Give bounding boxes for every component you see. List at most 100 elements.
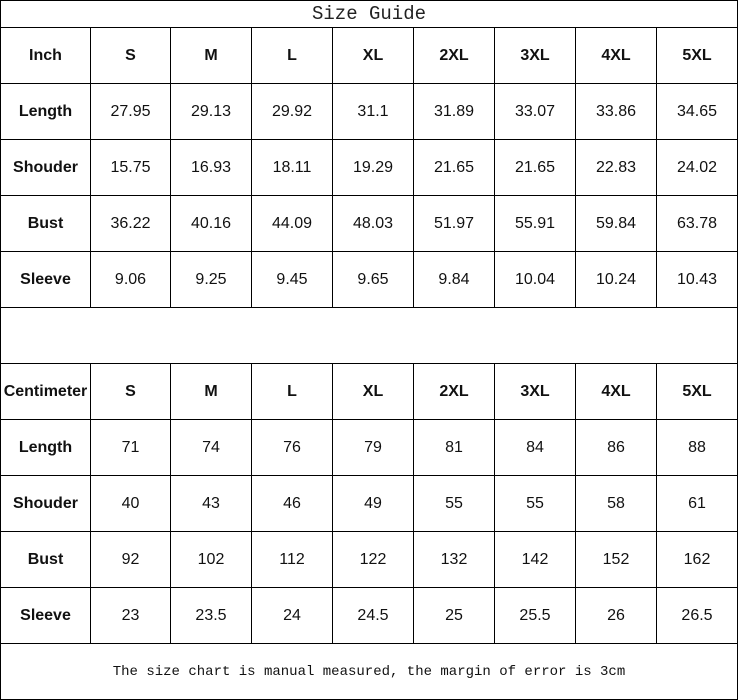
size-header: S	[90, 363, 171, 420]
measurement-label: Bust	[0, 531, 91, 588]
table-row: Sleeve 23 23.5 24 24.5 25 25.5 26 26.5	[0, 587, 738, 644]
spacer-row	[0, 307, 738, 364]
size-header: 2XL	[413, 27, 495, 84]
measurement-value: 84	[494, 419, 576, 476]
size-header: S	[90, 27, 171, 84]
measurement-value: 40	[90, 475, 171, 532]
table-row: Length 71 74 76 79 81 84 86 88	[0, 419, 738, 476]
measurement-value: 33.86	[575, 83, 657, 140]
measurement-value: 27.95	[90, 83, 171, 140]
measurement-value: 79	[332, 419, 414, 476]
inch-header-row: Inch S M L XL 2XL 3XL 4XL 5XL	[0, 27, 738, 84]
table-row: Length 27.95 29.13 29.92 31.1 31.89 33.07 33.86…	[0, 83, 738, 140]
measurement-value: 51.97	[413, 195, 495, 252]
unit-label: Centimeter	[0, 363, 91, 420]
size-header: M	[170, 27, 252, 84]
size-header: L	[251, 363, 333, 420]
measurement-value: 9.45	[251, 251, 333, 308]
measurement-value: 29.92	[251, 83, 333, 140]
measurement-value: 9.06	[90, 251, 171, 308]
measurement-value: 132	[413, 531, 495, 588]
size-header: 5XL	[656, 363, 738, 420]
measurement-value: 74	[170, 419, 252, 476]
measurement-value: 9.65	[332, 251, 414, 308]
measurement-value: 31.1	[332, 83, 414, 140]
measurement-value: 10.43	[656, 251, 738, 308]
measurement-label: Sleeve	[0, 251, 91, 308]
measurement-label: Length	[0, 83, 91, 140]
measurement-value: 24.5	[332, 587, 414, 644]
measurement-label: Shouder	[0, 139, 91, 196]
table-row: Bust 92 102 112 122 132 142 152 162	[0, 531, 738, 588]
measurement-value: 142	[494, 531, 576, 588]
measurement-value: 22.83	[575, 139, 657, 196]
measurement-value: 76	[251, 419, 333, 476]
size-header: 4XL	[575, 27, 657, 84]
measurement-value: 19.29	[332, 139, 414, 196]
measurement-value: 58	[575, 475, 657, 532]
measurement-value: 26.5	[656, 587, 738, 644]
table-row: Shouder 40 43 46 49 55 55 58 61	[0, 475, 738, 532]
size-header: XL	[332, 363, 414, 420]
measurement-value: 9.84	[413, 251, 495, 308]
measurement-value: 34.65	[656, 83, 738, 140]
measurement-value: 112	[251, 531, 333, 588]
measurement-label: Bust	[0, 195, 91, 252]
measurement-value: 152	[575, 531, 657, 588]
measurement-value: 46	[251, 475, 333, 532]
measurement-value: 25	[413, 587, 495, 644]
measurement-value: 43	[170, 475, 252, 532]
measurement-note: The size chart is manual measured, the m…	[0, 643, 738, 700]
measurement-value: 102	[170, 531, 252, 588]
measurement-label: Length	[0, 419, 91, 476]
measurement-value: 49	[332, 475, 414, 532]
size-header: 3XL	[494, 363, 576, 420]
measurement-value: 162	[656, 531, 738, 588]
measurement-value: 10.04	[494, 251, 576, 308]
measurement-value: 48.03	[332, 195, 414, 252]
measurement-value: 44.09	[251, 195, 333, 252]
measurement-value: 21.65	[494, 139, 576, 196]
table-row: Bust 36.22 40.16 44.09 48.03 51.97 55.91 59.84 6…	[0, 195, 738, 252]
unit-label: Inch	[0, 27, 91, 84]
measurement-value: 9.25	[170, 251, 252, 308]
measurement-value: 122	[332, 531, 414, 588]
measurement-value: 23.5	[170, 587, 252, 644]
measurement-value: 15.75	[90, 139, 171, 196]
size-header: 3XL	[494, 27, 576, 84]
measurement-value: 63.78	[656, 195, 738, 252]
table-title: Size Guide	[0, 0, 738, 28]
measurement-value: 23	[90, 587, 171, 644]
measurement-value: 18.11	[251, 139, 333, 196]
measurement-label: Sleeve	[0, 587, 91, 644]
cm-header-row: Centimeter S M L XL 2XL 3XL 4XL 5XL	[0, 363, 738, 420]
note-row: The size chart is manual measured, the m…	[0, 643, 738, 700]
measurement-value: 29.13	[170, 83, 252, 140]
measurement-value: 24	[251, 587, 333, 644]
title-row: Size Guide	[0, 0, 738, 28]
measurement-value: 55	[494, 475, 576, 532]
measurement-value: 88	[656, 419, 738, 476]
measurement-value: 10.24	[575, 251, 657, 308]
measurement-value: 55	[413, 475, 495, 532]
measurement-value: 36.22	[90, 195, 171, 252]
measurement-value: 31.89	[413, 83, 495, 140]
measurement-label: Shouder	[0, 475, 91, 532]
measurement-value: 59.84	[575, 195, 657, 252]
size-header: M	[170, 363, 252, 420]
measurement-value: 55.91	[494, 195, 576, 252]
measurement-value: 26	[575, 587, 657, 644]
size-header: XL	[332, 27, 414, 84]
measurement-value: 71	[90, 419, 171, 476]
measurement-value: 61	[656, 475, 738, 532]
spacer-cell	[0, 307, 738, 364]
size-header: 4XL	[575, 363, 657, 420]
size-header: 2XL	[413, 363, 495, 420]
measurement-value: 21.65	[413, 139, 495, 196]
measurement-value: 86	[575, 419, 657, 476]
measurement-value: 16.93	[170, 139, 252, 196]
table-row: Sleeve 9.06 9.25 9.45 9.65 9.84 10.04 10.24 10.4…	[0, 251, 738, 308]
measurement-value: 25.5	[494, 587, 576, 644]
